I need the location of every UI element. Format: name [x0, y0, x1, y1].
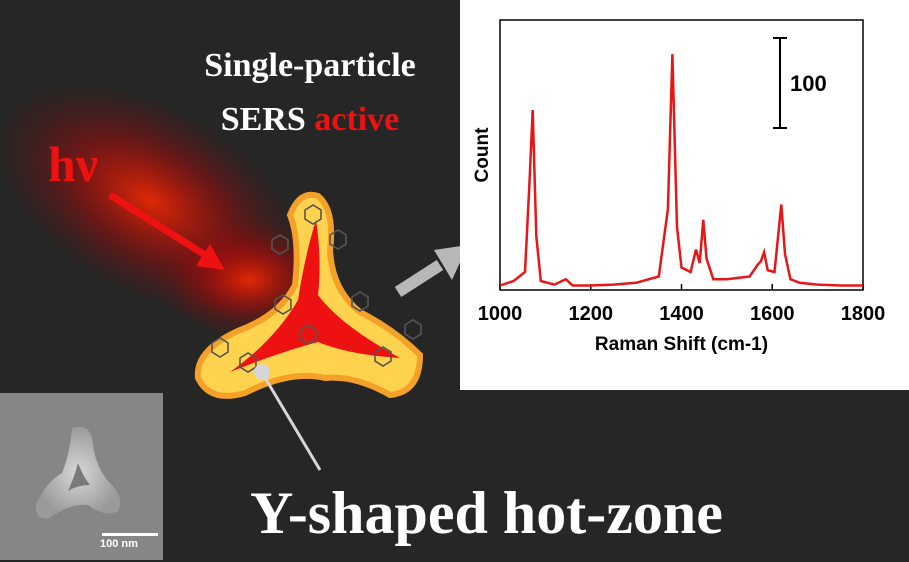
heading-sers: SERS — [220, 101, 315, 138]
pointer-arrow — [394, 245, 468, 298]
x-tick-label: 1600 — [750, 303, 795, 325]
heading-line-2: SERS active — [160, 100, 460, 140]
spectrum-line — [499, 54, 863, 287]
plot-frame — [499, 19, 864, 291]
scale-bar-label: 100 nm — [100, 538, 138, 550]
light-label: hν — [48, 136, 99, 192]
x-axis-label: Raman Shift (cm-1) — [595, 334, 768, 355]
heading-line-1: Single-particle — [204, 47, 416, 84]
sem-particle — [0, 393, 163, 560]
chart-svg: 1000 1200 1400 1600 1800 Raman Shift (cm-1) Co… — [472, 19, 886, 355]
molecule-decorations — [211, 204, 422, 373]
x-tick-label: 1800 — [841, 303, 886, 325]
y-axis-label: Count — [472, 127, 493, 183]
heading-active: active — [314, 101, 400, 138]
caption: Y-shaped hot-zone — [250, 480, 723, 546]
scale-bar-label: 100 — [790, 71, 827, 96]
scale-bar — [102, 533, 158, 536]
light-arrow-shaft — [108, 192, 207, 258]
hot-zone-marker — [254, 364, 270, 380]
sem-image-inset: 100 nm — [0, 393, 163, 560]
hot-zone-callout-line — [262, 375, 322, 471]
light-arrow-head — [196, 244, 225, 270]
x-tick-label: 1400 — [659, 303, 704, 325]
x-tick-label: 1200 — [569, 303, 614, 325]
raman-spectrum-chart: 1000 1200 1400 1600 1800 Raman Shift (cm-1) Co… — [460, 0, 909, 390]
x-tick-label: 1000 — [478, 303, 523, 325]
